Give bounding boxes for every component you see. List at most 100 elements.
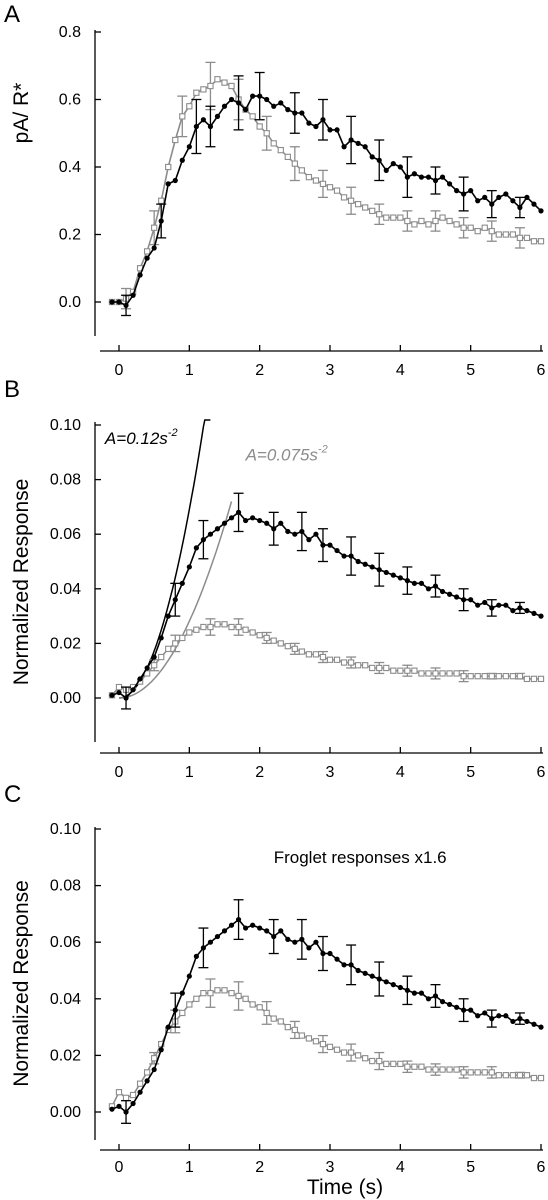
annotation-text: A=0.12s: [104, 429, 168, 448]
data-point: [376, 211, 383, 218]
data-point: [516, 234, 524, 242]
data-point: [432, 177, 439, 184]
data-point: [475, 198, 481, 204]
data-point: [340, 1049, 348, 1056]
data-point: [510, 608, 516, 614]
series-adult: [109, 899, 544, 1124]
data-point: [397, 667, 404, 674]
data-point: [411, 667, 418, 674]
y-tick-label: 0.6: [59, 92, 81, 109]
data-point: [200, 989, 207, 997]
data-point: [475, 1013, 481, 1019]
annotation: Froglet responses x1.6: [274, 848, 447, 867]
y-axis-title: pA/ R*: [10, 83, 33, 144]
data-point: [193, 995, 200, 1002]
data-point: [144, 1078, 150, 1084]
data-point: [347, 659, 355, 666]
data-point: [354, 200, 362, 208]
data-point: [284, 642, 291, 650]
data-point: [186, 973, 192, 979]
data-point: [537, 675, 545, 683]
data-point: [453, 670, 460, 677]
data-point: [397, 984, 403, 991]
data-point: [425, 1066, 432, 1073]
data-point: [179, 113, 186, 120]
annotation-text: Froglet responses x1.6: [274, 848, 447, 867]
data-point: [264, 96, 270, 103]
data-point: [278, 928, 284, 934]
data-point: [502, 231, 509, 238]
data-point: [362, 204, 369, 211]
data-point: [158, 1047, 164, 1053]
data-point: [319, 1040, 327, 1048]
y-tick-label: 0.00: [50, 1104, 81, 1121]
data-point: [143, 248, 151, 255]
data-point: [348, 137, 354, 143]
data-point: [186, 629, 193, 636]
data-point: [284, 1023, 291, 1031]
data-point: [446, 1001, 453, 1008]
data-point: [446, 591, 453, 597]
x-tick-label: 5: [466, 764, 475, 781]
x-tick-label: 0: [115, 764, 124, 781]
data-point: [390, 214, 397, 221]
data-point: [242, 626, 249, 633]
data-point: [425, 670, 432, 677]
data-point: [312, 651, 320, 658]
data-point: [355, 967, 361, 974]
data-point: [137, 1089, 143, 1095]
data-point: [249, 629, 256, 636]
y-tick-label: 0.2: [59, 227, 81, 244]
data-point: [474, 227, 481, 235]
data-point: [200, 86, 207, 93]
data-point: [333, 187, 341, 194]
data-point: [271, 933, 277, 940]
data-point: [172, 136, 179, 144]
data-point: [129, 1091, 137, 1099]
data-point: [292, 110, 298, 116]
data-point: [313, 123, 319, 130]
data-point: [502, 1072, 509, 1079]
data-point: [151, 654, 157, 660]
data-point: [313, 531, 319, 537]
data-point: [348, 553, 354, 559]
data-point: [284, 153, 291, 161]
data-point: [460, 224, 467, 231]
data-point: [509, 1072, 517, 1079]
data-point: [235, 916, 242, 923]
data-point: [228, 515, 235, 521]
data-point: [347, 197, 355, 204]
data-point: [362, 662, 369, 669]
data-point: [172, 640, 179, 647]
data-point: [263, 1009, 270, 1017]
data-point: [538, 613, 544, 619]
data-point: [257, 93, 263, 99]
data-point: [243, 517, 249, 524]
data-point: [158, 1040, 165, 1048]
x-tick-label: 2: [255, 1159, 264, 1176]
data-point: [411, 990, 417, 996]
data-point: [454, 594, 460, 600]
data-point: [122, 1094, 130, 1101]
data-point: [165, 1024, 171, 1030]
data-point: [411, 171, 417, 177]
data-point: [439, 670, 446, 677]
data-point: [165, 181, 171, 187]
data-point: [305, 173, 313, 181]
data-point: [292, 531, 298, 537]
data-point: [151, 1055, 158, 1062]
series-froglet: [108, 618, 545, 699]
x-tick-label: 4: [396, 764, 405, 781]
data-point: [193, 545, 199, 551]
data-point: [495, 231, 502, 238]
data-point: [116, 299, 122, 305]
data-point: [151, 1066, 157, 1073]
data-point: [439, 174, 446, 180]
data-point: [221, 103, 228, 109]
data-point: [144, 255, 150, 261]
data-point: [390, 982, 396, 988]
data-point: [425, 586, 432, 592]
data-point: [158, 197, 165, 204]
data-point: [362, 561, 368, 567]
